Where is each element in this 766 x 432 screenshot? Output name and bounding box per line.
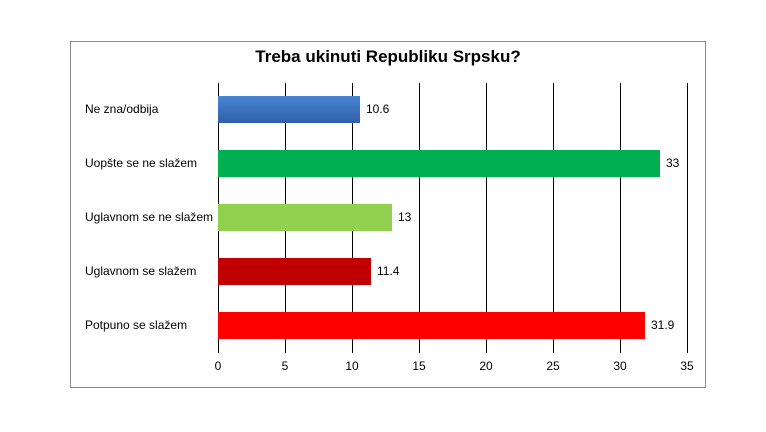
gridline bbox=[687, 83, 688, 353]
x-tick-label: 35 bbox=[680, 359, 694, 373]
bar-uglavnom-se-ne-slazem bbox=[218, 204, 392, 231]
gridline bbox=[419, 83, 420, 353]
x-tick-label: 20 bbox=[479, 359, 493, 373]
value-label: 11.4 bbox=[377, 264, 400, 278]
x-tick-label: 25 bbox=[546, 359, 560, 373]
gridline bbox=[553, 83, 554, 353]
value-label: 33 bbox=[666, 156, 680, 170]
category-label: Uopšte se ne slažem bbox=[85, 156, 198, 170]
bar-uglavnom-se-slazem bbox=[218, 258, 371, 285]
bar-potpuno-se-slazem bbox=[218, 312, 645, 339]
category-label: Uglavnom se slažem bbox=[85, 264, 197, 278]
chart-title: Treba ukinuti Republiku Srpsku? bbox=[255, 47, 521, 66]
x-tick-label: 10 bbox=[345, 359, 359, 373]
x-tick-label: 15 bbox=[412, 359, 426, 373]
gridline bbox=[486, 83, 487, 353]
bar-ne-zna bbox=[218, 96, 360, 123]
x-tick-label: 0 bbox=[214, 359, 222, 373]
category-label: Uglavnom se ne slažem bbox=[85, 210, 214, 224]
value-label: 10.6 bbox=[366, 102, 390, 116]
gridline bbox=[620, 83, 621, 353]
category-label: Ne zna/odbija bbox=[85, 102, 159, 116]
bar-uopste-se-ne-slazem bbox=[218, 150, 660, 177]
x-tick-label: 30 bbox=[613, 359, 627, 373]
x-tick-label: 5 bbox=[281, 359, 289, 373]
category-label: Potpuno se slažem bbox=[85, 318, 188, 332]
value-label: 13 bbox=[398, 210, 412, 224]
value-label: 31.9 bbox=[651, 318, 675, 332]
